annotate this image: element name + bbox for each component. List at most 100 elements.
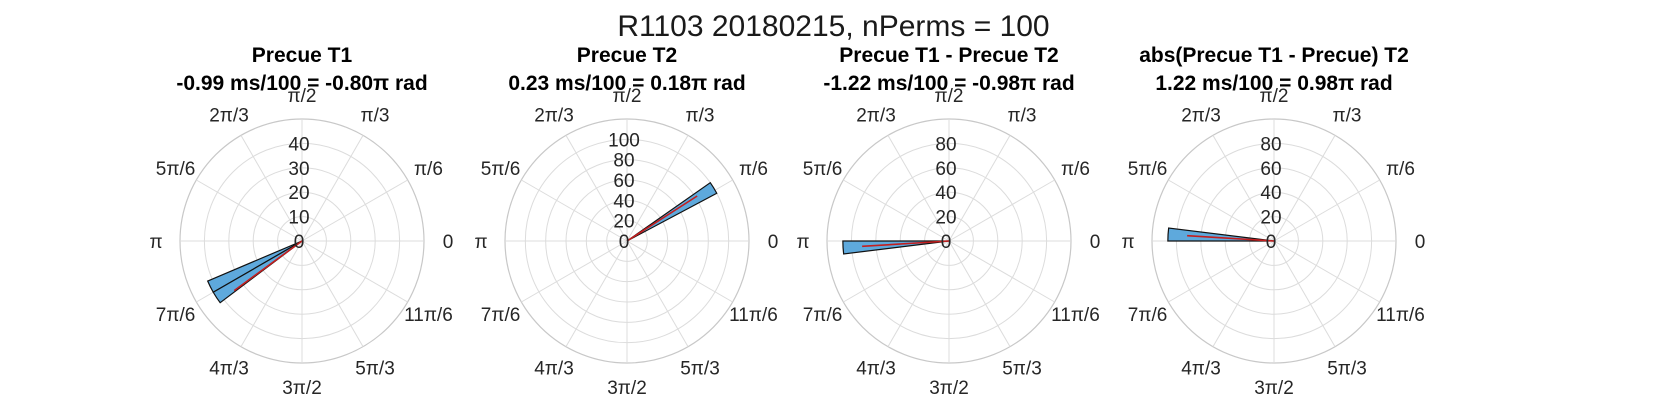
radial-tick-label: 60	[935, 159, 956, 180]
panel-title-line1: Precue T1 - Precue T2	[839, 44, 1059, 67]
angular-grid-line	[948, 240, 1011, 347]
angular-grid-line	[843, 179, 950, 242]
panel-title-line2: 0.23 ms/100 = 0.18π rad	[508, 72, 746, 95]
radial-tick-label: 80	[613, 151, 634, 172]
angular-grid-line	[626, 240, 689, 347]
angle-tick-label: 3π/2	[282, 378, 322, 399]
angle-tick-label: 7π/6	[803, 305, 843, 326]
radial-tick-label: 80	[1260, 134, 1281, 155]
panel-title: Precue T1 -0.99 ms/100 = -0.80π rad	[122, 42, 482, 98]
mean-direction-line	[626, 195, 698, 242]
panel-title-line2: -0.99 ms/100 = -0.80π rad	[176, 72, 428, 95]
angle-tick-label: π/2	[1260, 86, 1289, 107]
angular-grid-line	[521, 179, 628, 242]
angle-tick-label: 7π/6	[481, 305, 521, 326]
angle-tick-label: 3π/2	[607, 378, 647, 399]
radial-tick-label: 100	[608, 130, 640, 151]
angle-tick-label: 5π/6	[1128, 159, 1168, 180]
angular-grid-line	[1273, 135, 1336, 242]
polar-panel-2: Precue T2 0.23 ms/100 = 0.18π rad 0 20 40 6…	[447, 0, 807, 417]
radial-tick-label: 60	[613, 171, 634, 192]
angle-tick-label: 7π/6	[1128, 305, 1168, 326]
angular-grid-line	[240, 135, 303, 242]
angular-grid-line	[948, 179, 1055, 242]
polar-axes: 0 10 20 30 40 0 π/6 π/3 π/2 2π/3 5π/6 π 7π/6 4π/3 3π/2…	[149, 86, 454, 399]
radial-tick-label: 40	[613, 191, 634, 212]
radial-tick-label: 30	[288, 159, 309, 180]
angular-grid-line	[1273, 240, 1380, 303]
angular-grid-line	[301, 240, 408, 303]
angular-grid-line	[1212, 135, 1275, 242]
angle-tick-label: π	[474, 232, 487, 253]
angle-tick-label: π/2	[613, 86, 642, 107]
angle-tick-label: 11π/6	[1376, 305, 1425, 326]
angle-tick-label: π/6	[1386, 159, 1415, 180]
angular-grid-line	[196, 179, 303, 242]
radial-tick-label: 60	[1260, 159, 1281, 180]
panel-title-line2: 1.22 ms/100 = 0.98π rad	[1155, 72, 1393, 95]
radial-tick-label: 0	[941, 232, 952, 253]
angle-tick-label: 4π/3	[534, 358, 574, 379]
radial-tick-label: 40	[935, 183, 956, 204]
panel-title-line2: -1.22 ms/100 = -0.98π rad	[823, 72, 1075, 95]
mean-direction-line	[1187, 234, 1275, 242]
histogram-bar	[1167, 227, 1275, 242]
angle-tick-label: π	[796, 232, 809, 253]
angular-grid-line	[565, 135, 628, 242]
radial-tick-label: 80	[935, 134, 956, 155]
figure-title: R1103 20180215, nPerms = 100	[617, 10, 1050, 43]
angular-grid-line	[948, 240, 1055, 303]
angle-tick-label: π/6	[1061, 159, 1090, 180]
mean-direction-line	[862, 240, 950, 248]
angle-tick-label: π/6	[414, 159, 443, 180]
angle-tick-label: 4π/3	[856, 358, 896, 379]
angle-tick-label: 2π/3	[856, 106, 896, 127]
radial-tick-label: 20	[613, 212, 634, 233]
polar-axes: 0204060801000π/6π/3π/22π/35π/6π7π/64π/33…	[474, 86, 779, 399]
radial-tick-label: 40	[288, 134, 309, 155]
angle-tick-label: π	[1121, 232, 1134, 253]
angle-tick-label: 2π/3	[209, 106, 249, 127]
radial-tick-label: 20	[288, 183, 309, 204]
angular-grid-line	[1273, 240, 1336, 347]
angular-grid-line	[887, 240, 950, 347]
angle-tick-label: 5π/6	[156, 159, 196, 180]
panel-title-line1: abs(Precue T1 - Precue) T2	[1139, 44, 1409, 67]
angle-tick-label: 0	[768, 232, 779, 253]
polar-axes: 0 20 40 60 80 0 π/6 π/3 π/2 2π/3 5π/6 π 7π/6 4π/3 3π/2…	[1121, 86, 1425, 399]
angular-grid-line	[1212, 240, 1275, 347]
angular-grid-line	[1168, 179, 1275, 242]
angle-tick-label: 3π/2	[929, 378, 969, 399]
radial-tick-label: 10	[288, 208, 309, 229]
angular-grid-line	[301, 179, 408, 242]
panel-title: Precue T2 0.23 ms/100 = 0.18π rad	[447, 42, 807, 98]
angular-grid-line	[565, 240, 628, 347]
radial-tick-label: 0	[294, 232, 305, 253]
polar-panel-3: Precue T1 - Precue T2 -1.22 ms/100 = -0.…	[769, 0, 1129, 417]
mean-direction-line	[233, 240, 303, 292]
angle-tick-label: π/3	[686, 106, 715, 127]
radial-tick-label: 0	[1266, 232, 1277, 253]
angle-tick-label: 5π/3	[1002, 358, 1042, 379]
panel-title-line1: Precue T1	[251, 44, 353, 67]
angle-tick-label: 5π/3	[680, 358, 720, 379]
angle-tick-label: 2π/3	[534, 106, 574, 127]
angle-tick-label: 7π/6	[156, 305, 196, 326]
radial-tick-label: 40	[1260, 183, 1281, 204]
polar-panel-1: Precue T1 -0.99 ms/100 = -0.80π rad 0 10 2…	[122, 0, 482, 417]
panel-title: abs(Precue T1 - Precue) T2 1.22 ms/100 =…	[1094, 42, 1454, 98]
angle-tick-label: 0	[443, 232, 454, 253]
angular-grid-line	[626, 135, 689, 242]
polar-axes: 0 20 40 60 80 0 π/6 π/3 π/2 2π/3 5π/6 π 7π/6 4π/3 3π/2…	[796, 86, 1100, 399]
angle-tick-label: π/3	[1008, 106, 1037, 127]
angle-tick-label: 5π/6	[481, 159, 521, 180]
angular-grid-line	[301, 240, 364, 347]
angle-tick-label: 3π/2	[1254, 378, 1294, 399]
angular-grid-line	[1168, 240, 1275, 303]
angle-tick-label: π/6	[739, 159, 768, 180]
angular-grid-line	[521, 240, 628, 303]
angle-tick-label: 2π/3	[1181, 106, 1221, 127]
angle-tick-label: 4π/3	[1181, 358, 1221, 379]
angle-tick-label: 5π/6	[803, 159, 843, 180]
angular-grid-line	[626, 240, 733, 303]
